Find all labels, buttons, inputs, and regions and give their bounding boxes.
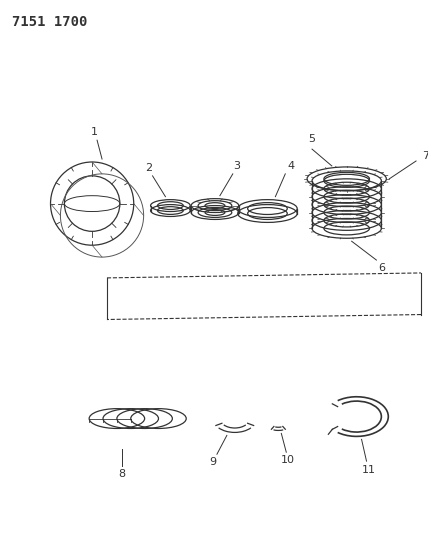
Text: 7: 7	[422, 151, 428, 161]
Text: 6: 6	[378, 263, 385, 273]
Text: 10: 10	[281, 455, 295, 465]
Text: 1: 1	[91, 127, 98, 138]
Text: 7151 1700: 7151 1700	[12, 15, 87, 29]
Text: 4: 4	[288, 161, 295, 171]
Text: 2: 2	[145, 163, 152, 173]
Text: 5: 5	[309, 134, 315, 144]
Text: 9: 9	[209, 457, 217, 467]
Text: 3: 3	[233, 161, 240, 171]
Text: 8: 8	[118, 469, 125, 479]
Text: 11: 11	[362, 465, 375, 475]
